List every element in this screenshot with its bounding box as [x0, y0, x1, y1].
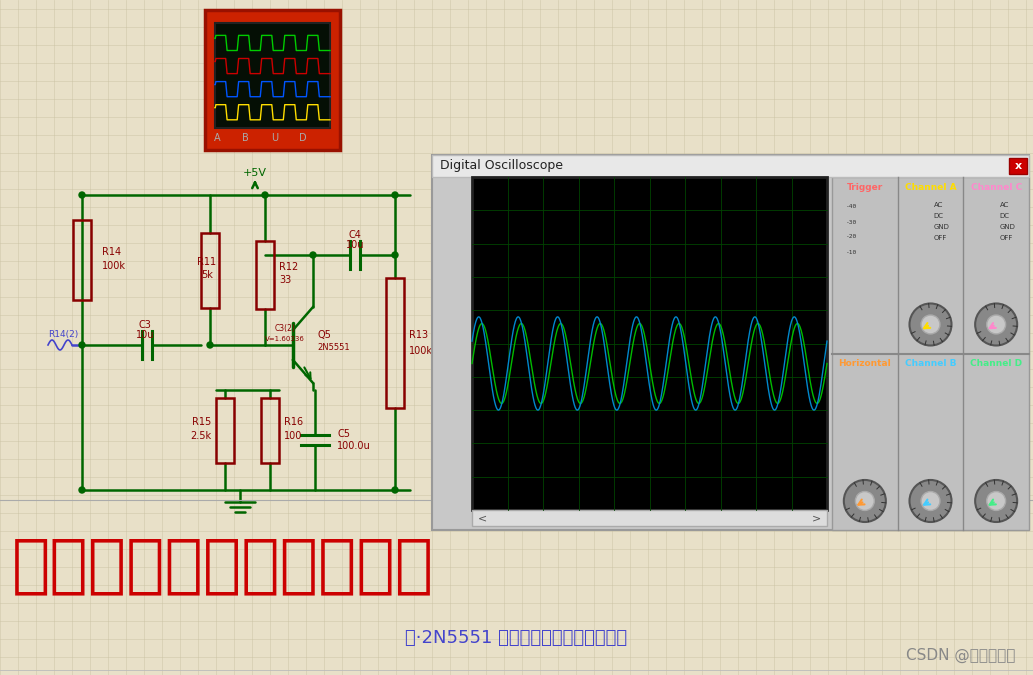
Bar — [205, 10, 340, 150]
Text: Channel B: Channel B — [905, 359, 957, 368]
Circle shape — [392, 252, 398, 258]
Text: B: B — [243, 133, 249, 143]
Bar — [261, 398, 279, 462]
Text: Q5: Q5 — [317, 330, 331, 340]
Text: 100k: 100k — [102, 261, 126, 271]
Circle shape — [921, 315, 940, 334]
Text: x: x — [1014, 161, 1022, 171]
FancyBboxPatch shape — [432, 155, 1029, 530]
Text: Channel A: Channel A — [905, 182, 957, 192]
Text: R14: R14 — [102, 247, 121, 257]
Text: A: A — [214, 133, 220, 143]
Text: C4: C4 — [348, 230, 362, 240]
Bar — [73, 220, 91, 300]
Text: C3: C3 — [138, 320, 152, 330]
Text: 33: 33 — [279, 275, 291, 285]
Text: Channel C: Channel C — [971, 182, 1022, 192]
Circle shape — [392, 487, 398, 493]
Bar — [201, 232, 219, 308]
Bar — [215, 23, 330, 128]
Circle shape — [79, 342, 85, 348]
Text: OFF: OFF — [934, 235, 947, 241]
Text: R15: R15 — [192, 417, 211, 427]
Text: R13: R13 — [409, 329, 428, 340]
Text: R16: R16 — [284, 417, 303, 427]
Bar — [256, 241, 274, 309]
Text: 100.0u: 100.0u — [337, 441, 371, 451]
Text: R11: R11 — [197, 257, 217, 267]
Text: 100k: 100k — [409, 346, 433, 356]
Text: D: D — [300, 133, 307, 143]
Circle shape — [975, 304, 1018, 346]
Text: GND: GND — [1000, 224, 1015, 230]
Text: GND: GND — [934, 224, 949, 230]
Text: C5: C5 — [337, 429, 350, 439]
Text: 5k: 5k — [201, 270, 213, 280]
Text: -30: -30 — [846, 219, 857, 225]
Bar — [386, 277, 404, 408]
Text: U: U — [271, 133, 278, 143]
Text: CSDN @江安吴彦祖: CSDN @江安吴彦祖 — [906, 647, 1015, 663]
Bar — [432, 155, 1029, 177]
Text: 10u: 10u — [346, 240, 365, 250]
Text: R14(2): R14(2) — [48, 331, 79, 340]
Circle shape — [392, 192, 398, 198]
Text: Digital Oscilloscope: Digital Oscilloscope — [440, 159, 563, 173]
Text: <: < — [478, 513, 488, 523]
Circle shape — [975, 480, 1018, 522]
Text: -20: -20 — [846, 234, 857, 240]
Bar — [216, 398, 234, 462]
Text: -40: -40 — [846, 205, 857, 209]
Text: 基极分压式射极偏置电路: 基极分压式射极偏置电路 — [12, 534, 434, 596]
Circle shape — [987, 491, 1005, 510]
Bar — [472, 510, 827, 526]
Circle shape — [79, 192, 85, 198]
Text: AC: AC — [1000, 202, 1009, 208]
Text: C3(2): C3(2) — [275, 325, 295, 333]
Text: Trigger: Trigger — [847, 182, 883, 192]
Bar — [1009, 158, 1027, 174]
Circle shape — [844, 480, 886, 522]
Text: +5V: +5V — [243, 168, 267, 178]
Text: R12: R12 — [279, 262, 299, 272]
Text: -10: -10 — [846, 250, 857, 254]
Circle shape — [855, 491, 874, 510]
Circle shape — [909, 304, 951, 346]
Text: DC: DC — [934, 213, 944, 219]
Text: DC: DC — [1000, 213, 1009, 219]
Text: V=1.60336: V=1.60336 — [265, 336, 305, 342]
Text: 图·2N5551 基极分压式射极偏置电路。: 图·2N5551 基极分压式射极偏置电路。 — [405, 629, 627, 647]
Circle shape — [909, 480, 951, 522]
Text: OFF: OFF — [1000, 235, 1012, 241]
Text: 10u: 10u — [135, 330, 154, 340]
Text: Channel D: Channel D — [970, 359, 1023, 368]
Text: AC: AC — [934, 202, 943, 208]
Text: 2.5k: 2.5k — [190, 431, 211, 441]
Text: 100: 100 — [284, 431, 303, 441]
Circle shape — [207, 342, 213, 348]
Text: 2N5551: 2N5551 — [317, 342, 349, 352]
Bar — [472, 177, 827, 510]
Bar — [832, 177, 1029, 530]
Circle shape — [310, 252, 316, 258]
Circle shape — [79, 487, 85, 493]
Text: Horizontal: Horizontal — [839, 359, 891, 368]
Circle shape — [921, 491, 940, 510]
Circle shape — [262, 192, 268, 198]
Circle shape — [987, 315, 1005, 334]
Text: >: > — [812, 513, 821, 523]
